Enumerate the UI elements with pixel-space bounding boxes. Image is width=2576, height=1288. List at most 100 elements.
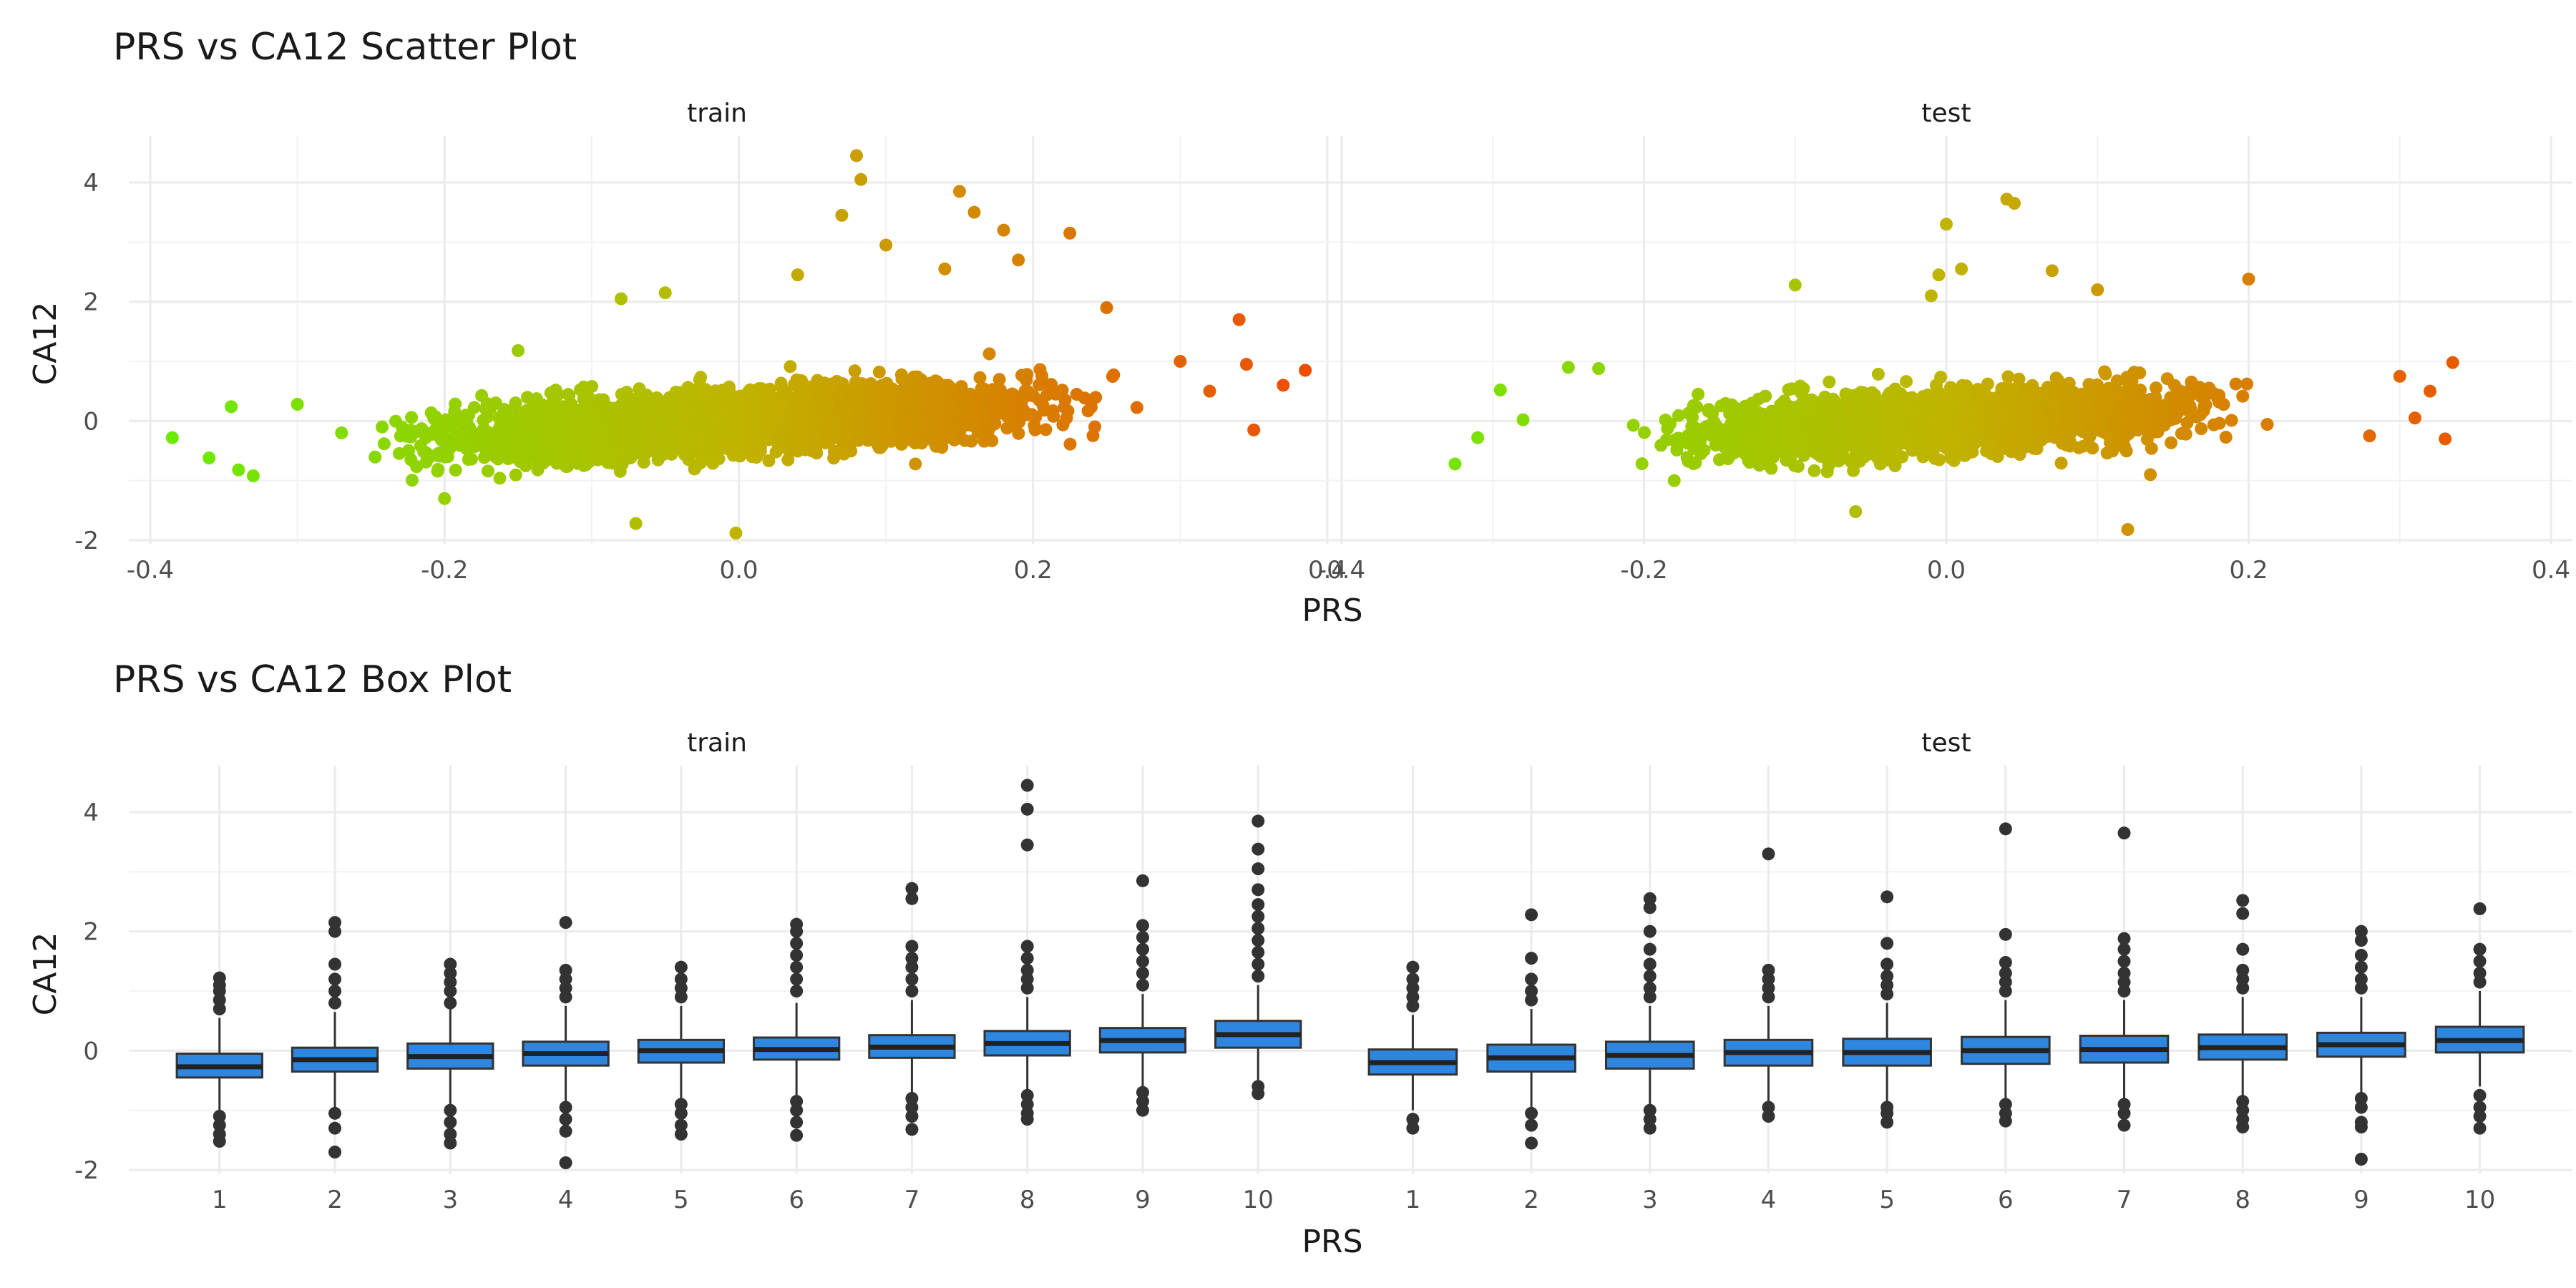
box-outlier [790,949,804,962]
box-outlier [1406,990,1420,1004]
scatter-point [1493,384,1507,396]
box-outlier [328,957,342,971]
box-outlier [674,990,688,1004]
box-outlier [559,963,572,977]
scatter-point [1956,431,1969,444]
scatter-point [2122,375,2135,389]
box-outlier [1252,957,1265,971]
box-outlier [674,1118,688,1132]
scatter-point [2101,384,2114,398]
scatter-point [2054,457,2068,470]
scatter-point [522,421,535,434]
x-tick-label: -0.4 [1318,556,1365,585]
x-tick-label: 7 [904,1186,920,1214]
scatter-point [448,404,462,418]
scatter-point [438,492,452,505]
scatter-point [2100,447,2114,460]
scatter-point [722,380,736,394]
box-outlier [1880,957,1894,971]
scatter-point [1873,406,1887,419]
scatter-point [1823,375,1836,389]
x-tick-label: 8 [1020,1186,1035,1214]
scatter-point [1807,464,1821,477]
scatter-point [232,463,245,477]
scatter-point [804,416,818,429]
scatter-point [1089,391,1103,404]
scatter-point [1056,418,1070,431]
scatter-point [2115,411,2129,425]
box-outlier [790,1103,804,1117]
scatter-point [956,385,970,399]
scatter-point [225,400,238,414]
scatter-point [1924,289,1938,303]
scatter-point [848,364,862,378]
scatter-point [532,456,545,469]
x-tick-label: 1 [1405,1186,1421,1214]
scatter-point [2180,416,2194,430]
scatter-point [790,421,804,435]
scatter-point [2030,419,2044,432]
scatter-point [1036,399,1050,412]
box-outlier [1406,960,1420,974]
scatter-point [1979,389,1992,403]
box-y-axis-title: CA12 [27,932,64,1016]
scatter-point [1934,371,1948,384]
scatter-point [2177,391,2191,404]
x-tick-label: 3 [442,1186,458,1214]
scatter-point [2212,395,2225,409]
scatter-point [702,444,716,457]
scatter-point [1905,424,1918,437]
box-outlier [1880,890,1894,904]
box-outlier [905,985,919,997]
box-outlier [674,960,688,974]
scatter-point [2408,411,2421,425]
scatter-point [827,452,841,465]
scatter-point [774,376,788,390]
box-outlier [1643,970,1657,983]
scatter-point [2008,197,2021,210]
scatter-point [2195,422,2208,436]
scatter-point [2129,410,2142,424]
box-outlier [1643,1113,1657,1126]
scatter-point [958,400,972,414]
scatter-point [1768,444,1782,457]
scatter-point [369,450,382,464]
box-outlier [790,917,804,931]
box-outlier [1020,779,1034,792]
scatter-point [1915,437,1928,451]
scatter-point [850,149,863,162]
scatter-point [967,205,981,219]
scatter-point [1448,457,1462,471]
scatter-point [1873,447,1887,460]
x-tick-label: 2 [327,1186,343,1214]
scatter-point [608,423,621,436]
scatter-point [872,365,886,379]
box-outlier [1525,1118,1538,1132]
scatter-point [952,185,966,198]
scatter-point [1035,369,1049,383]
x-tick-label: 9 [2353,1186,2369,1214]
scatter-point [915,380,929,394]
box-outlier [1136,874,1149,887]
scatter-point [2424,384,2436,398]
scatter-point [2049,371,2063,385]
box-outlier [905,1123,919,1136]
scatter-point [402,444,416,457]
scatter-point [1063,226,1077,240]
box-outlier [1136,1085,1149,1099]
scatter-point [861,434,874,447]
scatter-point [666,396,680,409]
box-outlier [444,1103,457,1117]
box-outlier [1136,978,1149,992]
scatter-point [1058,393,1072,406]
box-outlier [1136,931,1149,944]
box-outlier [1252,909,1265,923]
box-outlier [790,1095,804,1108]
box-outlier [444,1116,457,1129]
scatter-point [866,416,879,429]
scatter-point [375,420,389,434]
scatter-point [1029,410,1043,424]
box-outlier [444,996,457,1010]
scatter-point [597,398,611,411]
scatter-point [686,391,700,404]
